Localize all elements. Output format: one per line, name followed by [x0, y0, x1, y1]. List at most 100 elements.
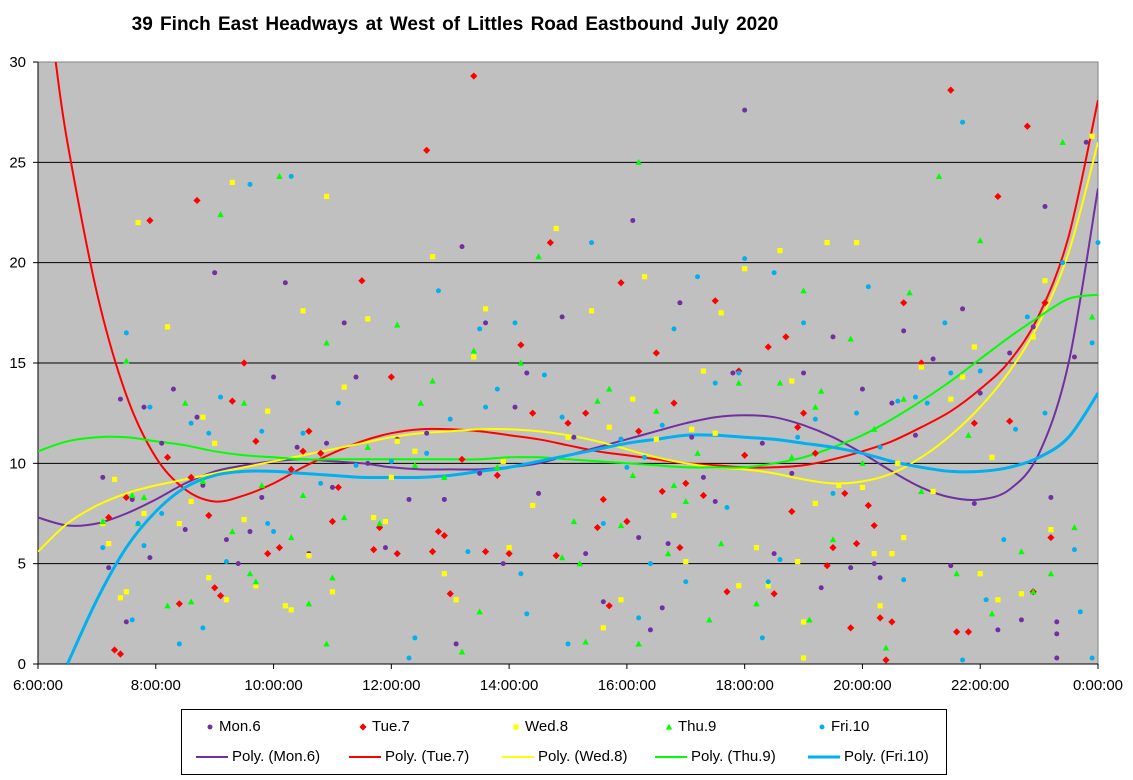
point-wed8 — [306, 553, 312, 559]
point-mon6 — [742, 107, 748, 113]
point-mon6 — [424, 430, 430, 436]
point-thu9 — [458, 648, 466, 655]
point-wed8 — [212, 440, 218, 446]
point-fri10 — [765, 579, 771, 585]
point-tue7 — [205, 511, 213, 520]
point-wed8 — [365, 316, 371, 322]
point-mon6 — [912, 432, 918, 438]
point-fri10 — [830, 490, 836, 496]
point-tue7 — [870, 521, 878, 530]
point-fri10 — [812, 416, 818, 422]
point-tue7 — [994, 192, 1002, 201]
point-wed8 — [795, 559, 801, 565]
point-thu9 — [329, 574, 336, 581]
point-mon6 — [512, 404, 518, 410]
point-wed8 — [736, 583, 742, 589]
point-thu9 — [164, 602, 171, 609]
point-wed8 — [111, 476, 118, 482]
series-mon6 — [100, 107, 1089, 661]
point-fri10 — [129, 617, 135, 623]
point-tue7 — [393, 550, 401, 558]
point-thu9 — [252, 578, 260, 585]
point-thu9 — [123, 357, 130, 364]
point-fri10 — [1095, 240, 1101, 246]
legend-label: Wed.8 — [525, 718, 569, 735]
point-tue7 — [146, 216, 154, 225]
point-tue7 — [105, 513, 113, 522]
point-fri10 — [724, 504, 730, 510]
legend-marker — [207, 724, 213, 730]
point-mon6 — [801, 370, 807, 376]
point-wed8 — [200, 414, 206, 420]
point-fri10 — [901, 577, 907, 583]
point-wed8 — [565, 434, 571, 440]
point-wed8 — [588, 308, 595, 314]
point-thu9 — [1047, 570, 1055, 577]
point-mon6 — [960, 306, 966, 312]
point-wed8 — [683, 559, 689, 565]
point-fri10 — [647, 561, 653, 567]
point-wed8 — [300, 308, 306, 314]
point-thu9 — [276, 172, 283, 179]
data-points — [99, 72, 1101, 664]
point-mon6 — [948, 563, 954, 569]
point-mon6 — [930, 356, 936, 362]
point-mon6 — [971, 500, 977, 506]
point-thu9 — [682, 498, 689, 505]
point-tue7 — [799, 409, 808, 417]
point-fri10 — [642, 454, 648, 460]
legend-item-mon-6: Mon.6 — [192, 718, 342, 738]
legend-label: Tue.7 — [372, 718, 410, 735]
point-tue7 — [110, 646, 119, 654]
x-tick-label: 12:00:00 — [362, 677, 420, 694]
legend-label: Thu.9 — [678, 718, 717, 735]
point-fri10 — [795, 434, 801, 440]
point-thu9 — [800, 287, 807, 294]
series-wed8 — [100, 133, 1095, 661]
point-mon6 — [859, 386, 865, 392]
point-wed8 — [500, 458, 506, 464]
point-tue7 — [1006, 417, 1014, 425]
point-mon6 — [159, 440, 165, 446]
legend-marker — [665, 723, 673, 730]
point-wed8 — [800, 619, 807, 625]
point-thu9 — [788, 453, 795, 460]
point-tue7 — [711, 297, 719, 305]
point-wed8 — [1042, 278, 1048, 284]
point-tue7 — [652, 349, 660, 357]
point-wed8 — [123, 589, 129, 595]
point-wed8 — [712, 430, 718, 436]
point-mon6 — [100, 474, 106, 480]
point-fri10 — [948, 370, 954, 376]
point-fri10 — [659, 422, 665, 428]
point-wed8 — [106, 541, 112, 547]
point-wed8 — [901, 534, 907, 541]
point-thu9 — [918, 488, 925, 495]
point-thu9 — [1018, 548, 1025, 555]
point-wed8 — [600, 625, 606, 631]
chart-title: 39 Finch East Headways at West of Little… — [131, 14, 779, 35]
point-mon6 — [665, 541, 671, 547]
point-tue7 — [440, 531, 448, 540]
point-mon6 — [848, 565, 854, 571]
point-thu9 — [953, 570, 960, 577]
point-mon6 — [477, 470, 483, 476]
point-fri10 — [247, 181, 253, 187]
point-tue7 — [216, 592, 225, 600]
point-fri10 — [960, 657, 966, 663]
point-tue7 — [723, 588, 731, 596]
point-tue7 — [741, 451, 749, 459]
point-tue7 — [876, 614, 884, 622]
x-tick-label: 16:00:00 — [598, 677, 656, 694]
point-mon6 — [459, 244, 465, 250]
point-tue7 — [900, 299, 908, 307]
point-fri10 — [712, 380, 718, 386]
point-mon6 — [441, 496, 447, 502]
point-fri10 — [265, 521, 271, 527]
point-fri10 — [271, 529, 277, 535]
point-thu9 — [664, 550, 672, 557]
point-wed8 — [1030, 334, 1036, 340]
point-fri10 — [1077, 609, 1083, 615]
point-fri10 — [977, 368, 983, 374]
legend-item-poly-thu-9: Poly. (Thu.9) — [651, 748, 801, 768]
